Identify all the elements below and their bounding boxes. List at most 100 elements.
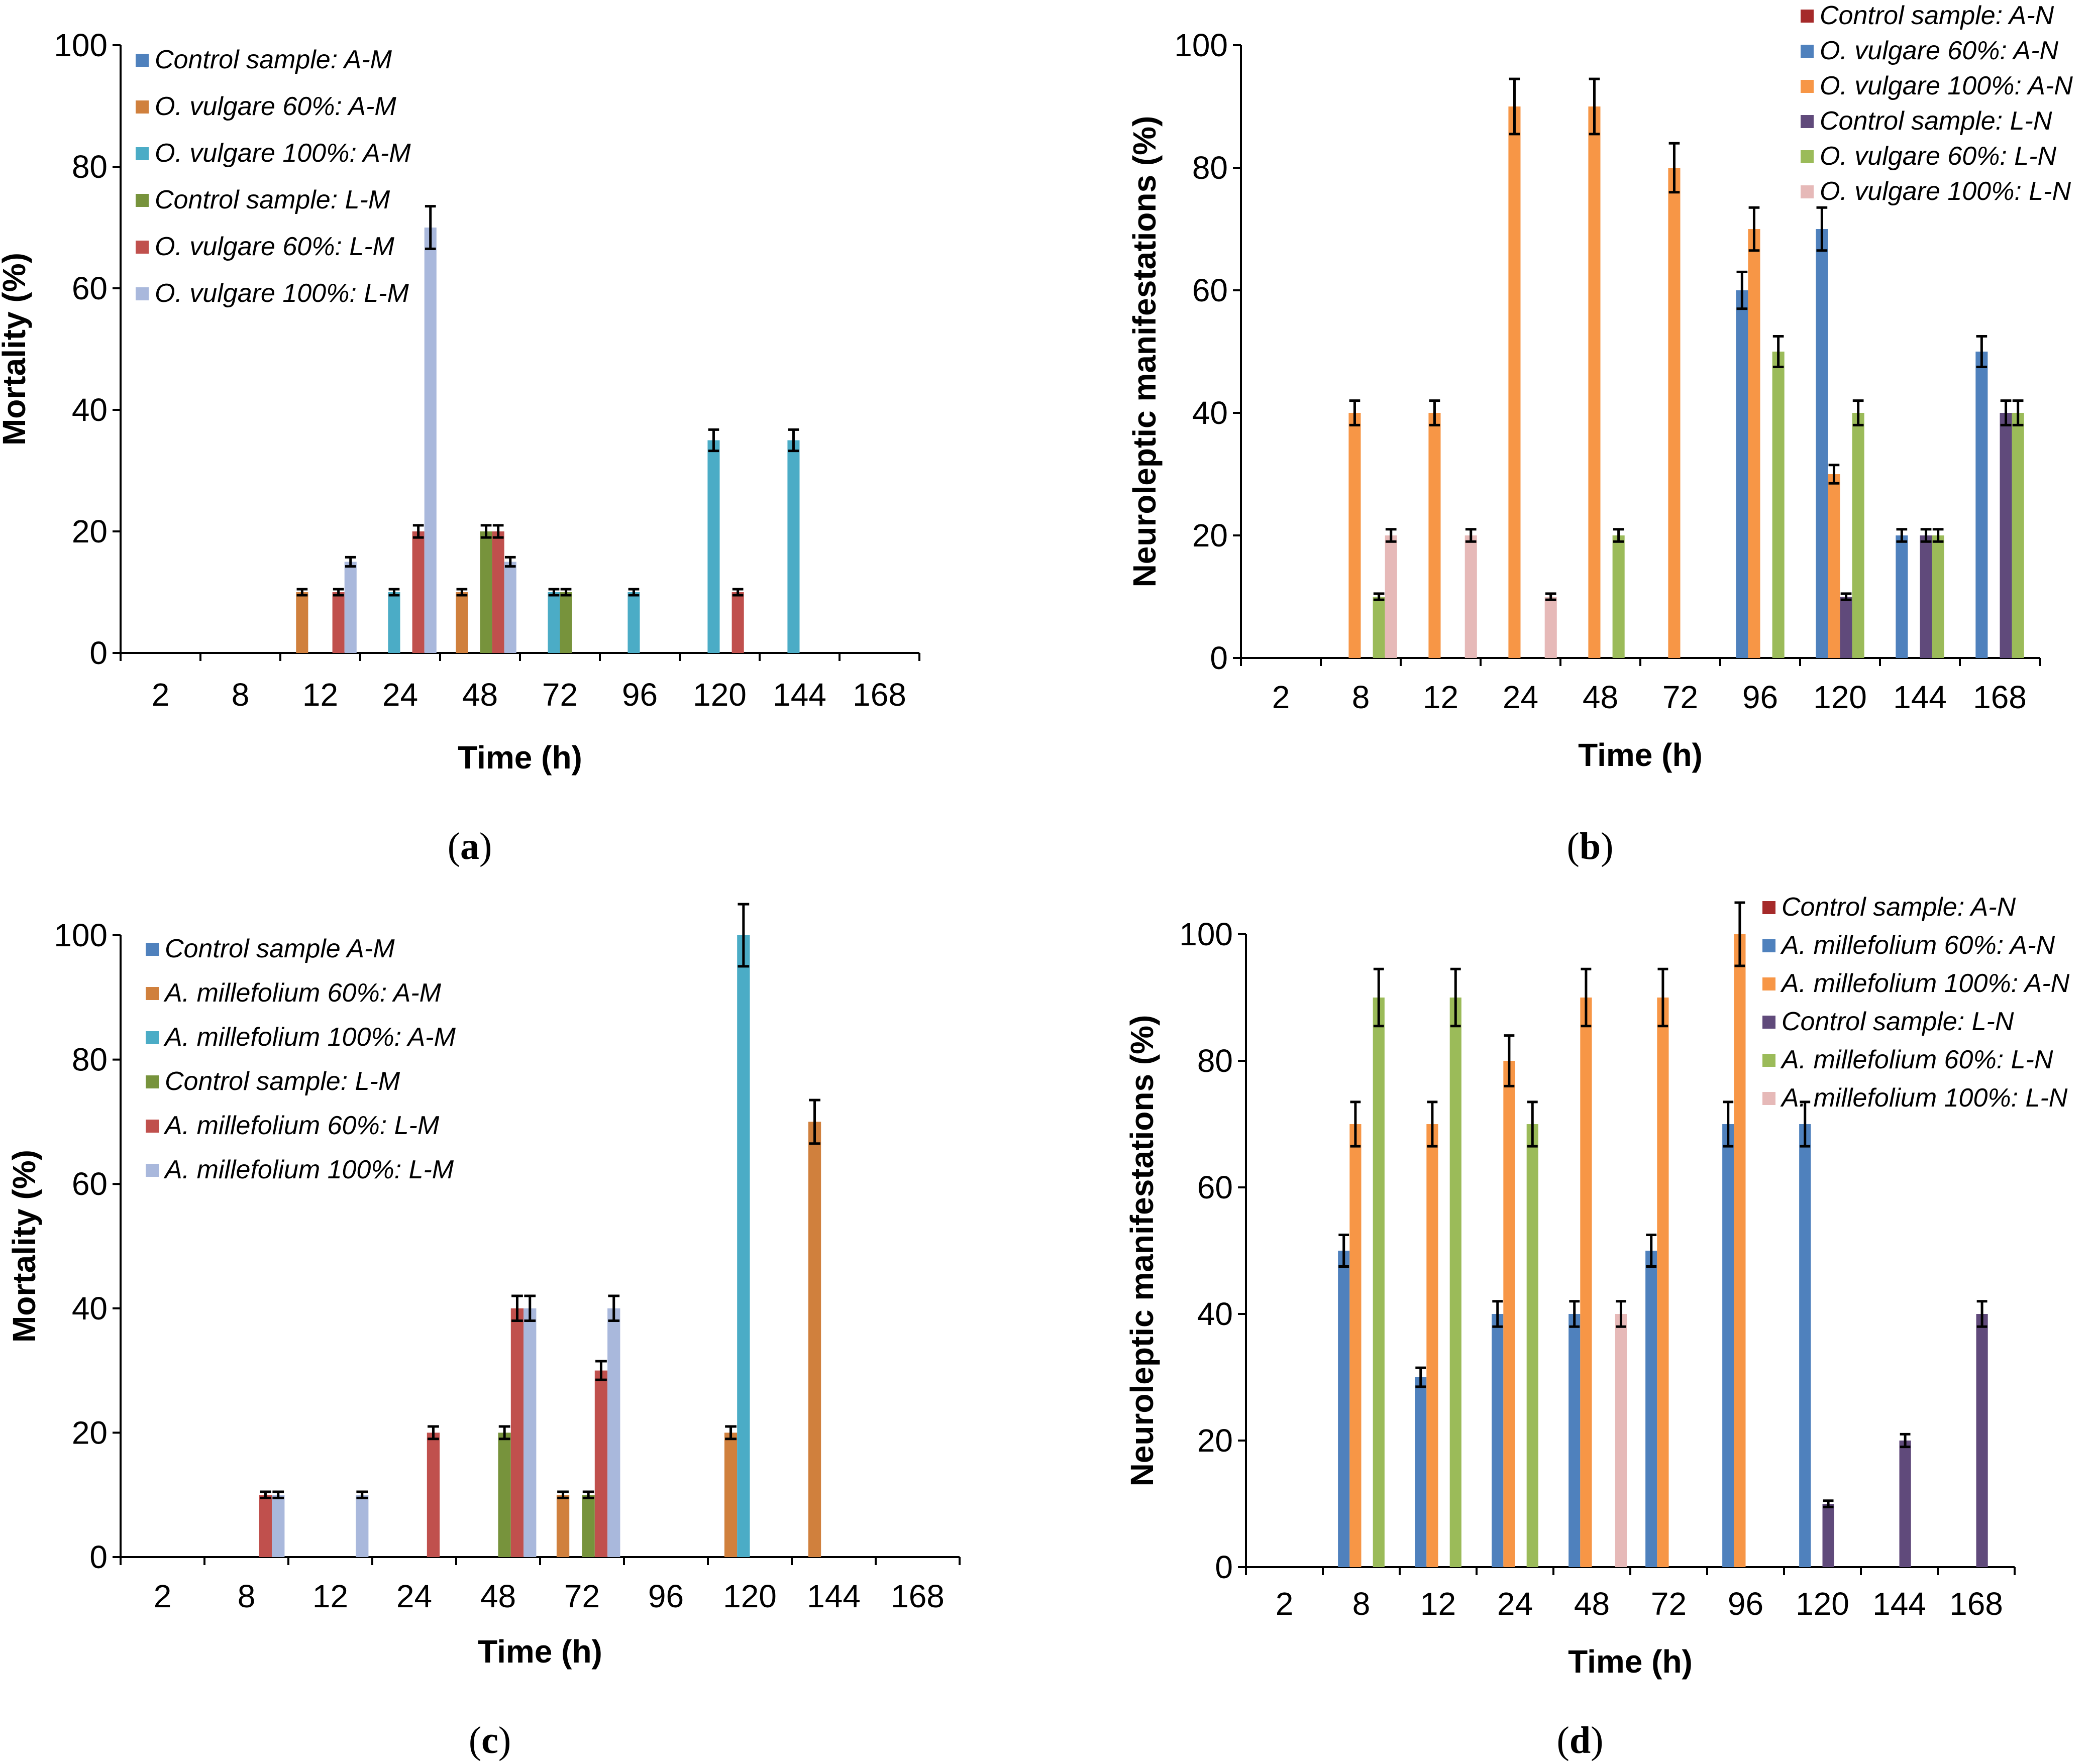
error-bar [1823, 1499, 1834, 1508]
legend-swatch [136, 100, 149, 114]
x-tick-label: 12 [1420, 1586, 1456, 1622]
y-tick-label: 0 [89, 635, 108, 671]
bar [1508, 106, 1521, 658]
bar [1822, 1504, 1834, 1567]
error-bar [1504, 1034, 1515, 1087]
panel-caption: (b) [1567, 825, 1614, 867]
error-bar [1800, 1100, 1811, 1148]
bar [456, 592, 468, 653]
legend-label: A. millefolium 60%: A-M [163, 978, 442, 1008]
bar [548, 592, 560, 653]
error-bar [1527, 1100, 1538, 1148]
legend-label: O. vulgare 60%: A-N [1820, 36, 2058, 65]
x-axis-title: Time (h) [1578, 737, 1703, 773]
panel-letter: b [1580, 825, 1601, 867]
error-bar [1852, 399, 1864, 426]
legend-label: A. millefolium 60%: A-N [1780, 931, 2055, 960]
error-bar [1569, 1300, 1580, 1328]
bar [1976, 1314, 1988, 1567]
bar [504, 562, 516, 653]
error-bar [628, 588, 640, 597]
legend-label: Control sample: A-N [1782, 893, 2016, 922]
bar [1544, 597, 1557, 658]
panel-caption: (a) [448, 825, 492, 867]
legend-swatch [1762, 1092, 1775, 1105]
error-bar [2000, 399, 2012, 426]
bar [582, 1495, 595, 1557]
bar [480, 531, 492, 653]
legend-swatch [1801, 150, 1814, 163]
x-tick-label: 168 [1973, 679, 2027, 715]
bar [594, 1370, 608, 1557]
error-bar [498, 1425, 510, 1441]
y-axis-title: Neuroleptic manifestations (%) [1124, 1015, 1160, 1487]
legend-swatch [146, 1164, 159, 1177]
x-tick-label: 120 [1813, 679, 1867, 715]
y-tick-label: 40 [1197, 1296, 1233, 1332]
legend-swatch [136, 147, 149, 160]
error-bar [1976, 1300, 1988, 1328]
legend-label: O. vulgare 60%: L-M [155, 232, 395, 261]
error-bar [1589, 77, 1600, 136]
error-bar [1415, 1366, 1426, 1388]
error-bar [1616, 1300, 1626, 1328]
error-bar [1772, 335, 1784, 368]
y-tick-label: 40 [1192, 395, 1228, 431]
error-bar [1450, 967, 1461, 1028]
bar [737, 935, 750, 1557]
error-bar [272, 1490, 284, 1499]
legend-label: A. millefolium 100%: L-M [163, 1155, 454, 1184]
legend-swatch [1762, 1016, 1775, 1029]
error-bar [388, 588, 400, 597]
bar [510, 1308, 524, 1557]
error-bar [412, 524, 424, 539]
bar [1615, 1314, 1627, 1567]
x-tick-label: 2 [154, 1578, 172, 1614]
error-bar [1896, 528, 1908, 543]
error-bar [2012, 399, 2024, 426]
bar [560, 592, 572, 653]
panel-letter: c [481, 1719, 498, 1761]
bar [1526, 1124, 1538, 1567]
bar [724, 1432, 738, 1557]
error-bar [1734, 901, 1745, 967]
bar [498, 1432, 511, 1557]
error-bar [608, 1294, 620, 1322]
panel-letter: d [1570, 1719, 1591, 1761]
bar [1852, 413, 1864, 658]
bar [1722, 1124, 1734, 1567]
bar [1373, 998, 1385, 1567]
x-tick-label: 120 [1796, 1586, 1849, 1622]
y-tick-label: 100 [1179, 916, 1233, 952]
error-bar [1509, 77, 1520, 136]
bar [1748, 229, 1760, 658]
y-tick-label: 0 [1210, 640, 1228, 676]
bar [1736, 290, 1748, 658]
x-tick-label: 144 [773, 677, 826, 713]
bar [1799, 1124, 1811, 1567]
bar [1385, 535, 1397, 658]
x-tick-label: 48 [1574, 1586, 1610, 1622]
x-tick-label: 120 [723, 1578, 777, 1614]
x-tick-label: 72 [542, 677, 578, 713]
x-tick-label: 12 [312, 1578, 348, 1614]
legend-swatch [146, 1120, 159, 1133]
chart-c: 0 20 40 60 80 100 2 8 12 24 48 72 96 120 144 168 Control… [6, 903, 961, 1761]
legend-label: A. millefolium 100%: A-M [163, 1023, 456, 1052]
y-tick-label: 20 [72, 513, 108, 549]
legend-swatch [1801, 185, 1814, 198]
legend: Control sample A-M A. millefolium 60%: A-… [146, 934, 456, 1184]
bar [1428, 413, 1441, 658]
bar [492, 531, 504, 653]
x-tick-label: 168 [891, 1578, 945, 1614]
y-axis-title: Mortality (%) [6, 1150, 42, 1343]
error-bar [1427, 1100, 1438, 1148]
bar [1588, 106, 1601, 658]
bar [1568, 1314, 1581, 1567]
bar [1896, 535, 1908, 658]
legend-swatch [1801, 10, 1814, 23]
chart-d: 0 20 40 60 80 100 2 8 12 24 48 72 96 120 144 168 Control… [1124, 893, 2070, 1761]
y-tick-label: 0 [1215, 1549, 1233, 1585]
x-tick-label: 12 [1423, 679, 1458, 715]
legend-label: A. millefolium 100%: A-N [1780, 969, 2070, 998]
